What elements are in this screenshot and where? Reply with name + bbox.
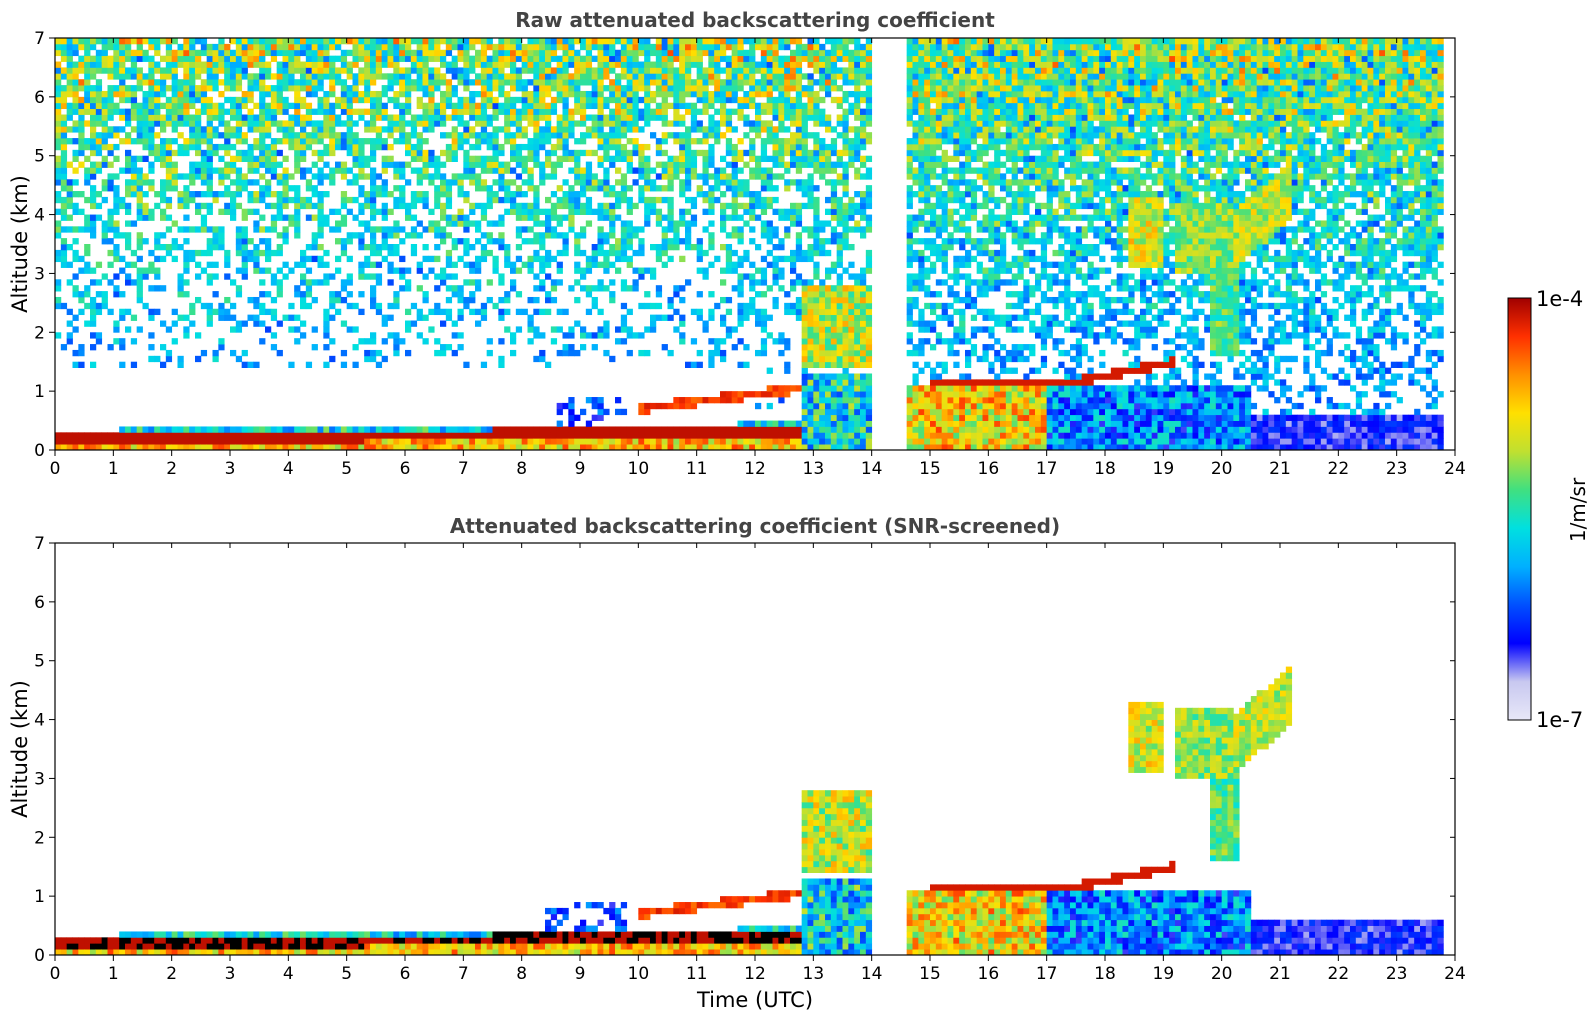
snr-screened-panel: Attenuated backscattering coefficient (S… [8, 514, 1466, 1012]
x-tick-label: 13 [803, 964, 825, 984]
x-tick-label: 4 [283, 459, 294, 479]
x-tick-label: 16 [978, 459, 1000, 479]
y-tick-label: 0 [34, 946, 45, 966]
x-tick-label: 4 [283, 964, 294, 984]
panel-title: Attenuated backscattering coefficient (S… [450, 514, 1060, 538]
y-axis-ticks: 0 1 2 3 4 5 6 7 [34, 534, 1455, 966]
heatmap-area [55, 666, 1444, 955]
x-tick-label: 3 [225, 964, 236, 984]
x-tick-label: 20 [1211, 459, 1233, 479]
heatmap-area [55, 38, 1444, 450]
x-tick-label: 16 [978, 964, 1000, 984]
x-tick-label: 20 [1211, 964, 1233, 984]
x-tick-label: 17 [1036, 964, 1058, 984]
y-tick-label: 1 [34, 887, 45, 907]
x-tick-label: 12 [744, 459, 766, 479]
x-tick-label: 11 [686, 459, 708, 479]
x-axis-label: Time (UTC) [696, 988, 813, 1012]
x-tick-label: 9 [575, 964, 586, 984]
x-tick-label: 2 [166, 964, 177, 984]
y-tick-label: 4 [34, 711, 45, 731]
colorbar-min-label: 1e-7 [1536, 708, 1583, 732]
x-tick-label: 21 [1269, 964, 1291, 984]
y-axis-label: Altitude (km) [8, 175, 32, 313]
x-tick-label: 6 [400, 459, 411, 479]
x-tick-label: 5 [341, 459, 352, 479]
y-tick-label: 4 [34, 206, 45, 226]
y-tick-label: 0 [34, 441, 45, 461]
y-tick-label: 3 [34, 264, 45, 284]
x-tick-label: 6 [400, 964, 411, 984]
x-tick-label: 3 [225, 459, 236, 479]
panel-title: Raw attenuated backscattering coefficien… [515, 8, 995, 32]
x-tick-label: 15 [919, 459, 941, 479]
y-tick-label: 7 [34, 534, 45, 554]
x-tick-label: 17 [1036, 459, 1058, 479]
y-tick-label: 1 [34, 382, 45, 402]
x-axis-ticks: 0 1 2 3 4 5 6 7 8 9 10 11 12 13 14 15 16 17 18 19 20 21 22 23 24 [50, 543, 1466, 984]
x-tick-label: 15 [919, 964, 941, 984]
x-tick-label: 21 [1269, 459, 1291, 479]
colorbar-scale [1507, 297, 1532, 721]
x-tick-label: 24 [1444, 459, 1466, 479]
x-tick-label: 1 [108, 964, 119, 984]
x-tick-label: 10 [628, 964, 650, 984]
y-tick-label: 5 [34, 147, 45, 167]
x-tick-label: 2 [166, 459, 177, 479]
x-tick-label: 0 [50, 459, 61, 479]
x-tick-label: 11 [686, 964, 708, 984]
x-tick-label: 9 [575, 459, 586, 479]
y-tick-label: 7 [34, 29, 45, 49]
x-tick-label: 19 [1153, 964, 1175, 984]
x-tick-label: 1 [108, 459, 119, 479]
y-tick-label: 2 [34, 323, 45, 343]
x-tick-label: 23 [1386, 964, 1408, 984]
x-tick-label: 7 [458, 459, 469, 479]
x-tick-label: 8 [516, 964, 527, 984]
y-tick-label: 5 [34, 652, 45, 672]
x-tick-label: 14 [861, 459, 883, 479]
x-tick-label: 14 [861, 964, 883, 984]
y-tick-label: 6 [34, 593, 45, 613]
x-tick-label: 10 [628, 459, 650, 479]
colorbar-max-label: 1e-4 [1536, 287, 1583, 311]
y-tick-label: 6 [34, 88, 45, 108]
colorbar-unit-label: 1/m/sr [1566, 477, 1590, 542]
raw-backscatter-panel: Raw attenuated backscattering coefficien… [8, 8, 1466, 479]
x-tick-label: 13 [803, 459, 825, 479]
y-axis-label: Altitude (km) [8, 680, 32, 818]
x-tick-label: 7 [458, 964, 469, 984]
x-tick-label: 8 [516, 459, 527, 479]
x-tick-label: 18 [1094, 964, 1116, 984]
x-axis-ticks: 0 1 2 3 4 5 6 7 8 9 10 11 12 13 14 15 16 17 18 19 20 21 22 23 24 [50, 38, 1466, 479]
x-tick-label: 0 [50, 964, 61, 984]
y-axis-ticks: 0 1 2 3 4 5 6 7 [34, 29, 1455, 461]
x-tick-label: 23 [1386, 459, 1408, 479]
x-tick-label: 5 [341, 964, 352, 984]
x-tick-label: 22 [1328, 964, 1350, 984]
y-tick-label: 2 [34, 828, 45, 848]
x-tick-label: 24 [1444, 964, 1466, 984]
x-tick-label: 12 [744, 964, 766, 984]
x-tick-label: 19 [1153, 459, 1175, 479]
y-tick-label: 3 [34, 769, 45, 789]
x-tick-label: 22 [1328, 459, 1350, 479]
x-tick-label: 18 [1094, 459, 1116, 479]
colorbar: 1e-4 1e-7 1/m/sr [1507, 287, 1590, 732]
